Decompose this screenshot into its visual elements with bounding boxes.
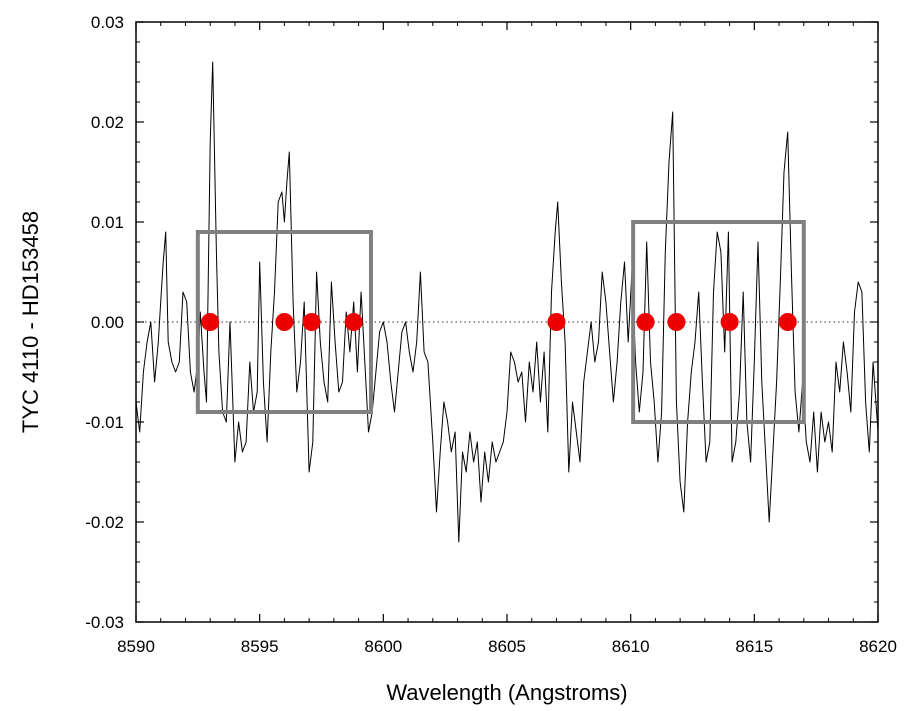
x-tick-label: 8590 (117, 637, 155, 656)
y-axis-title: TYC 4110 - HD153458 (18, 211, 43, 433)
spectrum-series (135, 61, 879, 543)
marker-point (275, 313, 294, 331)
marker-point (302, 313, 321, 331)
marker-point (720, 313, 739, 331)
x-tick-labels: 8590 8595 8600 8605 8610 8615 8620 (117, 637, 897, 656)
x-axis-title: Wavelength (Angstroms) (386, 680, 627, 705)
y-tick-label: 0.02 (91, 113, 124, 132)
y-tick-label: -0.01 (85, 413, 124, 432)
y-tick-label: 0.03 (91, 13, 124, 32)
x-tick-label: 8610 (612, 637, 650, 656)
plot-frame (135, 21, 879, 623)
highlight-box (631, 220, 806, 424)
x-tick-label: 8595 (241, 637, 279, 656)
y-tick-label: 0.01 (91, 213, 124, 232)
x-tick-label: 8605 (488, 637, 526, 656)
marker-point (778, 313, 797, 331)
y-tick-label: 0.00 (91, 313, 124, 332)
marker-point (344, 313, 363, 331)
x-tick-label: 8600 (364, 637, 402, 656)
spectrum-line (135, 61, 879, 543)
marker-point (636, 313, 655, 331)
marker-point (201, 313, 220, 331)
marker-point (547, 313, 566, 331)
y-tick-labels: -0.03 -0.02 -0.01 0.00 0.01 0.02 0.03 (85, 13, 124, 632)
y-tick-label: -0.02 (85, 513, 124, 532)
highlight-boxes (195, 220, 806, 424)
line-markers (201, 313, 797, 331)
marker-point (667, 313, 686, 331)
x-tick-label: 8615 (735, 637, 773, 656)
highlight-box (195, 230, 373, 414)
x-tick-label: 8620 (859, 637, 897, 656)
y-tick-label: -0.03 (85, 613, 124, 632)
